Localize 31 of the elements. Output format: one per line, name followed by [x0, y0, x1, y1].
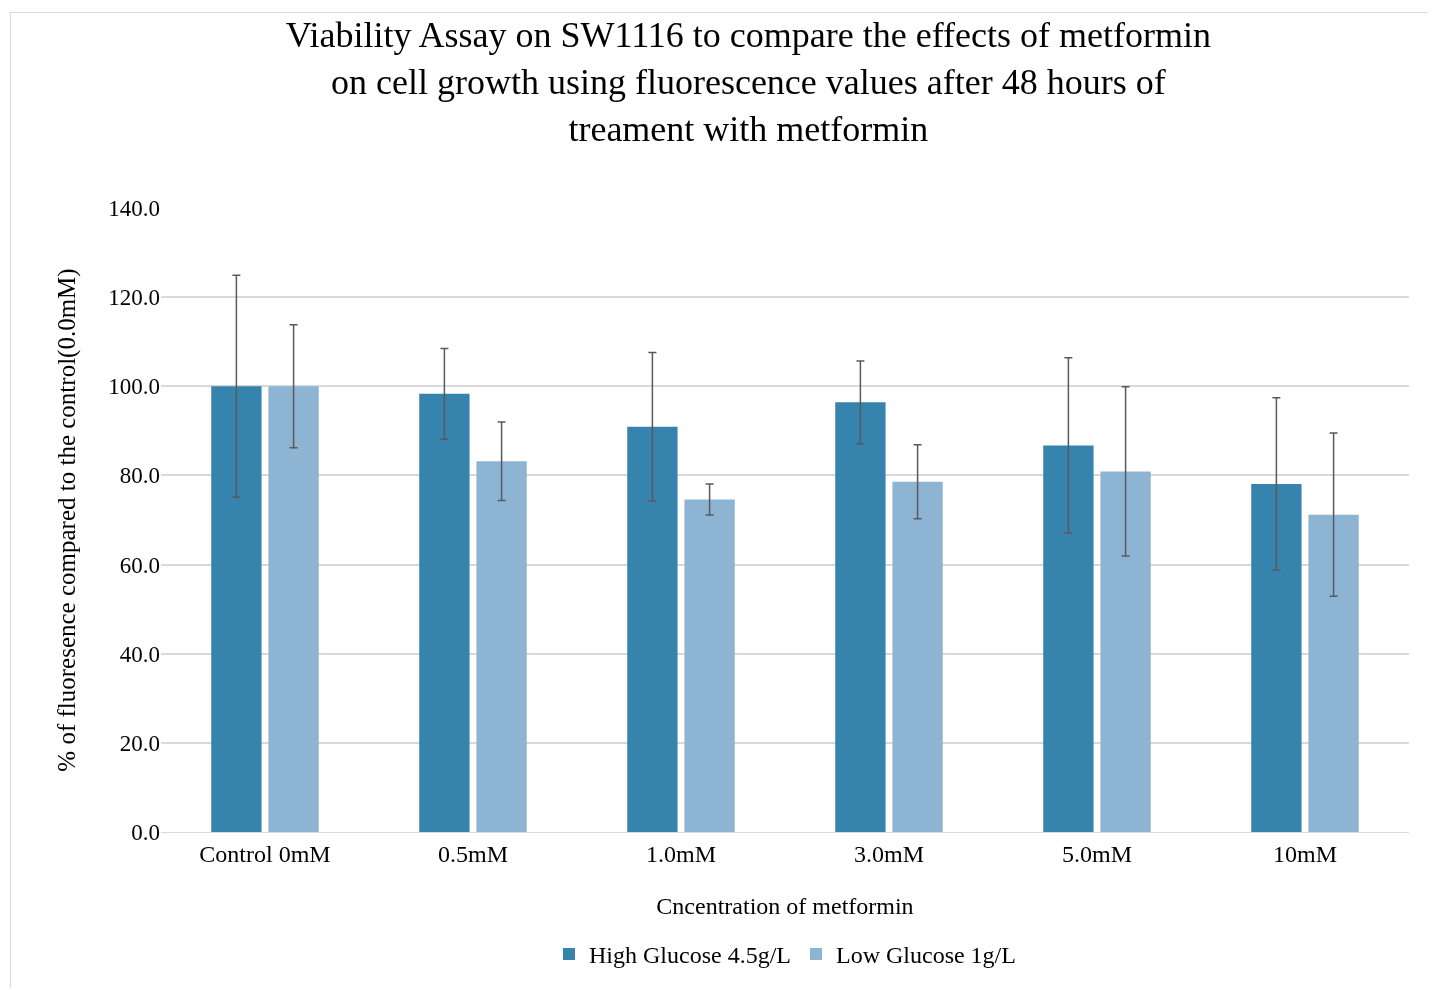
x-tick-label: Control 0mM: [199, 840, 331, 867]
x-tick-label: 1.0mM: [645, 840, 717, 867]
y-tick-label: 140.0: [108, 196, 160, 222]
bar: [627, 426, 678, 832]
x-tick-label: 0.5mM: [437, 840, 509, 867]
bar: [268, 386, 319, 832]
bar: [1100, 471, 1151, 832]
x-axis-title: Cncentration of metformin: [656, 893, 914, 919]
legend-label: Low Glucose 1g/L: [835, 942, 1016, 969]
y-tick-label: 120.0: [108, 285, 160, 311]
chart-title: Viability Assay on SW1116 to compare the effects of metformin on cell growth using fluorescence values after 48 hours of treament with metformin: [285, 15, 1212, 149]
bar: [1308, 514, 1359, 832]
bar: [684, 499, 735, 832]
y-tick-label: 40.0: [119, 641, 160, 667]
y-tick-label: 20.0: [119, 730, 160, 756]
bar: [1251, 483, 1302, 832]
x-tick-label: 10mM: [1272, 840, 1338, 867]
bar: [1043, 445, 1094, 832]
y-tick-label: 60.0: [119, 552, 160, 578]
bar: [892, 481, 943, 832]
bar: [476, 461, 527, 832]
y-tick-label: 80.0: [119, 463, 160, 489]
bar: [419, 393, 470, 832]
y-tick-label: 0.0: [131, 820, 160, 846]
y-tick-label: 100.0: [108, 374, 160, 400]
x-tick-label: 3.0mM: [853, 840, 925, 867]
x-tick-label: 5.0mM: [1061, 840, 1133, 867]
legend-label: High Glucose 4.5g/L: [589, 942, 791, 969]
y-axis-title: % of fluoresence compared to the control(0.0mM): [53, 268, 81, 772]
bar: [835, 402, 886, 832]
bar: [211, 386, 262, 832]
